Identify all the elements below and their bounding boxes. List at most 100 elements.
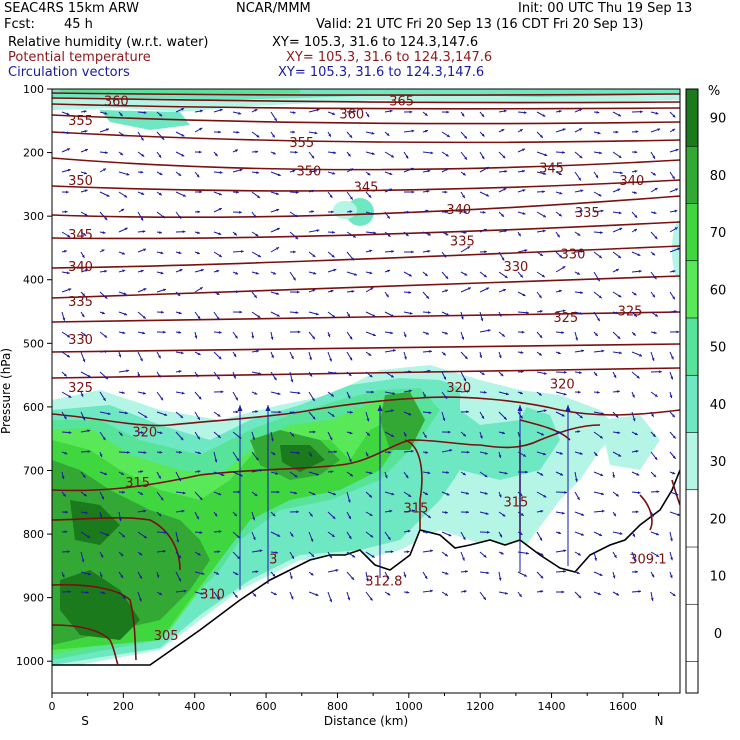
vector-arrowhead (600, 473, 604, 477)
vector-arrowhead (236, 290, 239, 294)
vector-arrowhead (632, 418, 636, 422)
updraft-arrowhead (377, 405, 383, 411)
vector-arrowhead (577, 232, 581, 236)
vector-arrowhead (615, 268, 619, 272)
vector-arrowhead (656, 554, 660, 557)
vector-arrowhead (196, 174, 200, 178)
colorbar-tick-label: 0 (714, 627, 722, 642)
vector-arrowhead (445, 168, 449, 172)
vector-arrowhead (369, 513, 373, 516)
vector-arrowhead (181, 133, 185, 137)
vector-arrowhead (653, 276, 657, 280)
vector-arrowhead (84, 269, 88, 272)
vector-arrowhead (234, 149, 238, 153)
vector-arrowhead (387, 215, 390, 219)
vector-arrowhead (389, 188, 393, 192)
vector-arrowhead (142, 331, 146, 335)
vector-arrowhead (235, 572, 239, 575)
x-tick-label: 0 (49, 700, 56, 713)
vector-arrowhead (235, 397, 238, 401)
vector-arrowhead (68, 431, 72, 434)
vector-arrowhead (67, 234, 71, 238)
vector-arrowhead (594, 557, 598, 561)
vector-arrowhead (467, 246, 471, 250)
vector-arrowhead (143, 288, 147, 291)
vector-arrowhead (163, 330, 166, 334)
vector-arrowhead (122, 269, 126, 273)
vector-arrowhead (370, 534, 374, 538)
vector-arrowhead (312, 430, 316, 434)
vector-arrowhead (577, 552, 581, 556)
vector-arrowhead (600, 209, 604, 213)
vector-arrowhead (426, 189, 430, 193)
vector-arrowhead (407, 529, 411, 533)
vector-arrowhead (461, 336, 465, 340)
x-tick-label: 1400 (538, 700, 566, 713)
vector-arrowhead (272, 513, 276, 517)
vector-arrowhead (297, 330, 301, 334)
vector-arrowhead (198, 396, 202, 400)
vector-arrowhead (254, 391, 258, 395)
vector-arrowhead (122, 331, 126, 335)
vector-arrowhead (290, 379, 294, 383)
vector-arrowhead (311, 398, 315, 402)
vector-arrowhead (253, 294, 257, 298)
updraft-arrowhead (265, 405, 271, 411)
vector-arrowhead (408, 291, 412, 294)
vector-arrowhead (276, 208, 280, 212)
vector-arrowhead (442, 352, 446, 356)
vector-arrowhead (277, 534, 281, 537)
vector-arrowhead (158, 475, 161, 479)
vector-arrowhead (83, 171, 87, 175)
vector-arrowhead (270, 438, 274, 442)
vector-arrowhead (316, 229, 320, 232)
vector-arrowhead (652, 155, 655, 159)
vector-arrowhead (484, 250, 487, 254)
vector-arrowhead (217, 376, 220, 380)
vector-arrowhead (557, 351, 561, 355)
vector-arrowhead (652, 294, 655, 298)
vector-arrowhead (101, 496, 104, 500)
vector-arrowhead (442, 417, 446, 421)
vector-arrowhead (157, 374, 161, 378)
vector-arrowhead (296, 290, 300, 294)
vector-arrowhead (330, 393, 334, 397)
vector-arrowhead (558, 531, 562, 535)
vector-arrowhead (596, 110, 600, 114)
vector-arrowhead (448, 533, 452, 537)
vector-arrowhead (596, 390, 600, 394)
vector-arrowhead (258, 372, 262, 375)
vector-arrowhead (618, 294, 622, 298)
vector-arrowhead (372, 333, 376, 337)
vector-arrowhead (347, 597, 351, 601)
vector-arrowhead (123, 292, 127, 295)
vector-arrowhead (597, 318, 600, 322)
vector-arrowhead (424, 129, 428, 133)
vector-arrowhead (482, 210, 486, 214)
colorbar-tick-label: 30 (710, 455, 727, 470)
y-axis-title: Pressure (hPa) (0, 348, 13, 434)
vector-arrowhead (561, 590, 565, 594)
vector-arrowhead (366, 418, 370, 422)
vector-arrowhead (487, 329, 491, 332)
vector-arrowhead (294, 474, 298, 478)
vector-arrowhead (291, 433, 295, 437)
vector-arrowhead (446, 492, 450, 496)
vector-arrowhead (199, 190, 203, 194)
vector-arrowhead (67, 168, 71, 172)
vector-arrowhead (427, 471, 431, 475)
vector-arrowhead (503, 416, 507, 420)
vector-arrowhead (82, 293, 85, 297)
vector-arrowhead (580, 189, 584, 193)
vector-arrowhead (218, 492, 222, 496)
vector-arrowhead (141, 153, 145, 157)
vector-arrowhead (312, 492, 316, 496)
vector-arrowhead (143, 451, 147, 454)
vector-arrowhead (349, 210, 353, 214)
vector-arrowhead (178, 173, 182, 176)
vector-arrowhead (464, 156, 467, 160)
theta-contour-label: 315 (503, 495, 528, 510)
vector-arrowhead (672, 114, 676, 118)
vector-arrowhead (257, 315, 261, 318)
vector-arrowhead (237, 556, 240, 560)
